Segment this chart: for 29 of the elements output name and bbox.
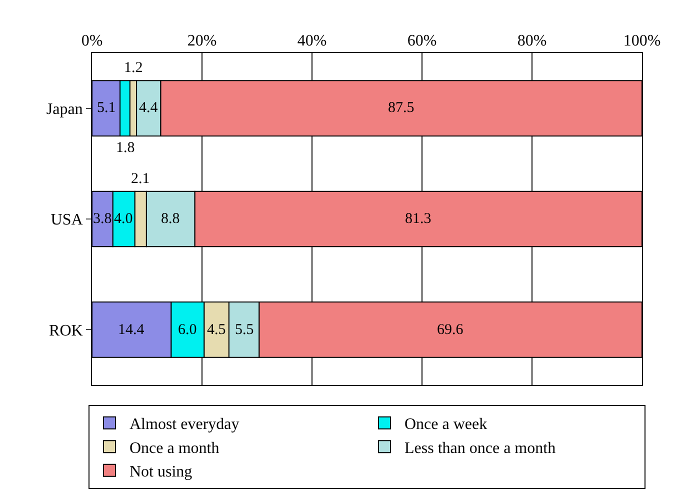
data-label: 1.8	[116, 140, 135, 156]
data-label: 8.8	[161, 211, 180, 227]
data-label: 3.8	[93, 211, 112, 227]
data-label: 4.5	[207, 322, 226, 338]
y-tick-label: Japan	[46, 100, 83, 118]
y-tick-label: USA	[50, 212, 84, 229]
legend-label: Almost everyday	[130, 416, 240, 434]
x-tick-label: 0%	[81, 32, 103, 50]
legend-label: Once a month	[130, 440, 220, 457]
data-label: 1.2	[124, 60, 143, 76]
data-label: 4.0	[114, 211, 133, 227]
data-label: 69.6	[437, 322, 464, 338]
x-tick-label: 80%	[517, 32, 547, 50]
x-tick-label: 40%	[297, 32, 327, 50]
data-label: 81.3	[405, 211, 432, 227]
data-label: 2.1	[131, 171, 150, 187]
data-label: 4.4	[139, 100, 158, 116]
data-label: 5.5	[235, 322, 254, 338]
legend-label: Less than once a month	[404, 440, 556, 457]
legend-label: Not using	[130, 464, 192, 481]
data-label: 6.0	[178, 322, 197, 338]
legend-label: Once a week	[404, 416, 488, 434]
data-label: 14.4	[118, 322, 145, 338]
x-tick-label: 20%	[187, 32, 217, 50]
data-label: 5.1	[97, 100, 116, 116]
x-tick-label: 60%	[407, 32, 437, 50]
data-label: 87.5	[388, 100, 414, 116]
x-tick-label: 100%	[623, 32, 661, 50]
y-tick-label: ROK	[49, 322, 84, 340]
